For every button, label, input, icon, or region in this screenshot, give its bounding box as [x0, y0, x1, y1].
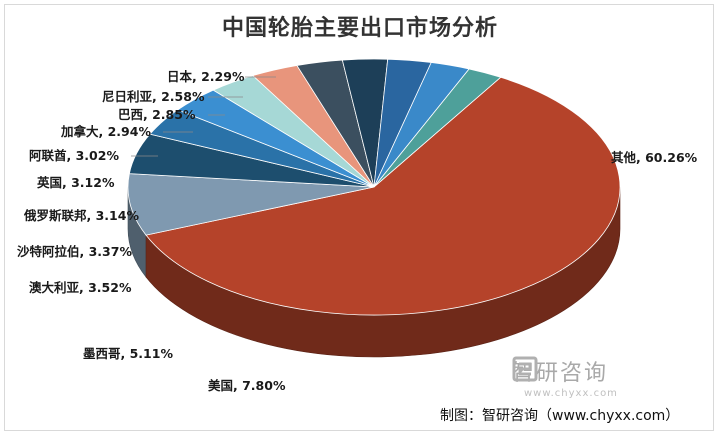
slice-3-label: 墨西哥, 5.11% — [83, 346, 173, 361]
watermark: 智研咨询 — [512, 356, 608, 386]
watermark-logo-icon — [512, 356, 538, 382]
slice-1-top — [145, 76, 621, 316]
pie-slices — [127, 58, 621, 316]
watermark-url: www.chyxx.com — [524, 388, 618, 399]
slice-5-label: 沙特阿拉伯, 3.37% — [17, 244, 132, 259]
slice-9-label: 加拿大, 2.94% — [60, 124, 151, 139]
slice-11-label: 尼日利亚, 2.58% — [102, 89, 205, 104]
slice-12-top — [373, 68, 502, 188]
chart-title: 中国轮胎主要出口市场分析 — [221, 16, 498, 41]
slice-2-label: 美国, 7.80% — [208, 378, 286, 393]
slice-8-label: 阿联酋, 3.02% — [29, 148, 119, 163]
slice-7-label: 英国, 3.12% — [37, 175, 115, 190]
slice-2-top — [127, 173, 375, 236]
slice-12-label: 日本, 2.29% — [167, 69, 245, 84]
slice-1-label: 其他, 60.26% — [611, 150, 698, 165]
slice-6-label: 俄罗斯联邦, 3.14% — [23, 208, 139, 223]
slice-4-label: 澳大利亚, 3.52% — [29, 280, 132, 295]
data-labels: 其他, 60.26% 美国, 7.80% 墨西哥, 5.11% 澳大利亚, 3.52%… — [17, 69, 698, 393]
slice-10-label: 巴西, 2.85% — [118, 107, 196, 122]
leader-lines — [131, 76, 276, 157]
source-note: 制图：智研咨询（www.chyxx.com） — [440, 408, 680, 424]
